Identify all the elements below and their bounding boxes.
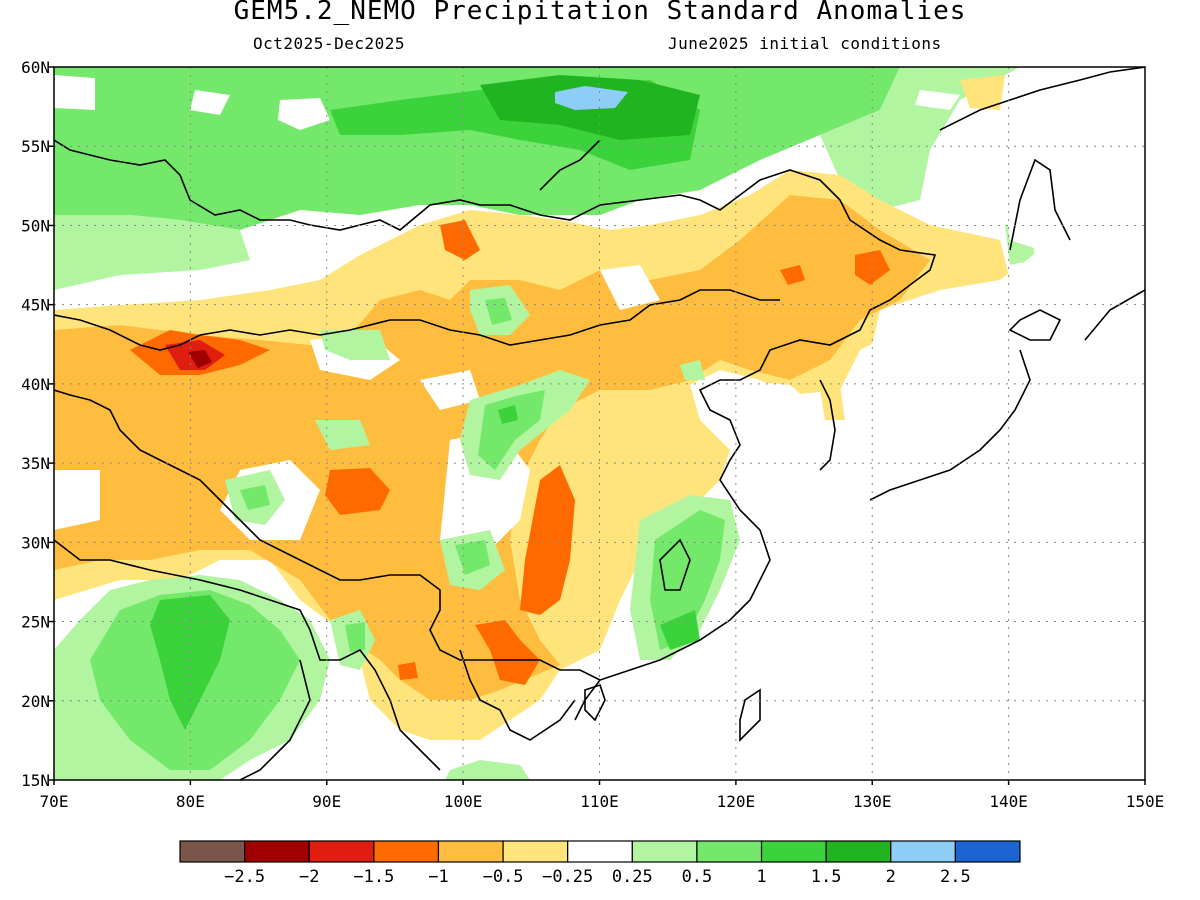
lat-tick-label: 30N <box>21 533 50 552</box>
lon-tick-label: 110E <box>580 792 619 811</box>
colorbar-label: 1.5 <box>811 867 842 887</box>
lat-tick-label: 50N <box>21 216 50 235</box>
period-subtitle: Oct2025-Dec2025 <box>253 34 405 53</box>
lon-tick-label: 140E <box>989 792 1028 811</box>
colorbar-swatch <box>437 840 504 863</box>
colorbar-label: 2 <box>886 867 896 887</box>
colorbar-swatch <box>890 840 956 863</box>
lon-tick-label: 70E <box>40 792 69 811</box>
colorbar-label: −2 <box>299 867 319 887</box>
lat-tick-label: 15N <box>21 771 50 790</box>
lat-tick-label: 25N <box>21 613 50 632</box>
colorbar-label: 0.5 <box>682 867 713 887</box>
colorbar-label: −0.5 <box>483 867 524 887</box>
colorbar-label: 1 <box>756 867 766 887</box>
colorbar-label: −0.25 <box>542 867 593 887</box>
colorbar-swatch <box>244 840 310 863</box>
colorbar-label: −1.5 <box>353 867 394 887</box>
initial-conditions-subtitle: June2025 initial conditions <box>668 34 942 53</box>
colorbar-label: −1 <box>428 867 448 887</box>
lat-tick-label: 60N <box>21 58 50 77</box>
lat-tick-label: 55N <box>21 137 50 156</box>
lat-tick-label: 40N <box>21 375 50 394</box>
colorbar-swatch <box>373 840 440 863</box>
lon-tick-label: 100E <box>444 792 483 811</box>
colorbar-swatch <box>696 840 763 863</box>
colorbar-swatch <box>760 840 827 863</box>
colorbar: −2.5 −2 −1.5 −1 −0.5 −0.25 0.25 0.5 1 1.5 2 2.5 <box>179 840 1021 887</box>
colorbar-swatch <box>954 840 1021 863</box>
lat-tick-label: 45N <box>21 296 50 315</box>
map-title: GEM5.2_NEMO Precipitation Standard Anoma… <box>233 0 967 26</box>
lat-tick-label: 20N <box>21 692 50 711</box>
colorbar-swatch <box>502 840 569 863</box>
lon-tick-label: 90E <box>312 792 341 811</box>
anomaly-field <box>54 67 1145 780</box>
lat-tick-label: 35N <box>21 454 50 473</box>
lon-tick-label: 150E <box>1126 792 1165 811</box>
lon-tick-label: 130E <box>853 792 892 811</box>
colorbar-swatch <box>567 840 633 863</box>
colorbar-label: 2.5 <box>940 867 971 887</box>
axis-ticks: 70E 80E 90E 100E 110E 120E 130E 140E 150E 15N 20N 2… <box>21 58 1164 811</box>
colorbar-label: 0.25 <box>612 867 653 887</box>
coastlines <box>54 67 1145 780</box>
colorbar-swatch <box>631 840 698 863</box>
lon-tick-label: 120E <box>717 792 756 811</box>
lon-tick-label: 80E <box>176 792 205 811</box>
colorbar-swatch <box>179 840 246 863</box>
colorbar-swatch <box>308 840 375 863</box>
colorbar-swatch <box>825 840 892 863</box>
graticule <box>54 67 1145 780</box>
colorbar-label: −2.5 <box>224 867 265 887</box>
